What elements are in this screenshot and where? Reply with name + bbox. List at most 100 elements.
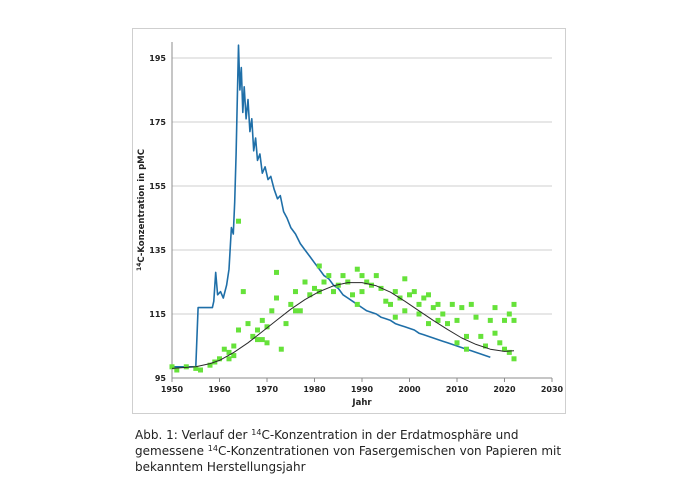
y-tick-label-95: 95 [155, 374, 167, 383]
x-tick-label-2000: 2000 [398, 385, 421, 394]
fit-line [171, 282, 515, 369]
tick-labels: 95 115 135 155 175 195 1950 1960 1970 1980 1990 200… [149, 54, 563, 394]
sample-point-83 [492, 305, 498, 311]
sample-point-51 [373, 273, 379, 279]
caption-isotope-2: 14 [207, 444, 218, 453]
sample-point-80 [478, 333, 484, 339]
sample-point-37 [316, 263, 322, 269]
sample-point-63 [416, 311, 422, 317]
sample-point-85 [497, 340, 503, 346]
sample-point-77 [464, 346, 469, 352]
sample-point-61 [411, 289, 417, 295]
sample-point-34 [307, 292, 313, 298]
sample-point-1 [174, 367, 180, 373]
y-tick-label-195: 195 [149, 54, 166, 63]
x-tick-label-2030: 2030 [541, 385, 564, 394]
x-tick-label-1970: 1970 [256, 385, 279, 394]
y-tick-label-115: 115 [149, 310, 166, 319]
y-axis-title: 14C-Konzentration in pMC [136, 149, 147, 271]
sample-point-59 [402, 308, 408, 314]
sample-point-10 [226, 356, 232, 362]
sample-point-62 [416, 301, 422, 307]
y-tick-label-155: 155 [149, 182, 166, 191]
y-tick-label-175: 175 [149, 118, 166, 127]
sample-point-26 [274, 295, 279, 301]
caption-isotope-1: 14 [251, 428, 262, 437]
sample-point-13 [236, 327, 241, 333]
sample-point-8 [221, 346, 227, 352]
sample-point-7 [217, 356, 222, 362]
sample-point-21 [259, 337, 265, 343]
sample-point-92 [511, 356, 517, 362]
sample-point-60 [407, 292, 412, 298]
sample-point-38 [321, 279, 327, 285]
sample-point-18 [255, 337, 260, 343]
sample-point-30 [293, 289, 298, 295]
sample-point-33 [302, 279, 308, 285]
sample-point-75 [459, 305, 465, 311]
x-tick-label-1960: 1960 [208, 385, 231, 394]
sample-point-2 [183, 364, 189, 370]
sample-point-48 [359, 289, 365, 295]
sample-point-72 [449, 301, 455, 307]
sample-point-81 [483, 343, 488, 349]
sample-point-42 [340, 273, 346, 279]
sample-point-29 [288, 301, 294, 307]
sample-point-49 [364, 279, 370, 285]
sample-point-45 [354, 266, 360, 272]
sample-point-28 [283, 321, 289, 327]
sample-point-55 [392, 289, 398, 295]
sample-point-17 [250, 333, 256, 339]
sample-point-76 [464, 333, 469, 339]
sample-point-79 [473, 314, 479, 320]
sample-point-31 [293, 308, 298, 314]
sample-point-58 [402, 276, 408, 282]
sample-point-56 [392, 314, 398, 320]
sample-point-5 [207, 362, 213, 368]
sample-point-67 [430, 305, 436, 311]
sample-point-88 [506, 311, 512, 317]
sample-point-54 [388, 301, 393, 307]
sample-point-71 [445, 321, 450, 327]
caption-prefix: Abb. 1: Verlauf der [135, 428, 252, 442]
sample-point-20 [259, 317, 265, 323]
sample-point-32 [297, 308, 303, 314]
sample-point-0 [169, 364, 175, 370]
sample-point-82 [487, 317, 493, 323]
x-tick-label-1990: 1990 [351, 385, 374, 394]
sample-point-22 [264, 324, 270, 330]
sample-point-40 [331, 289, 336, 295]
sample-point-24 [269, 308, 275, 314]
axes [171, 42, 552, 379]
sample-point-87 [502, 346, 507, 352]
sample-point-39 [326, 273, 332, 279]
x-tick-label-2010: 2010 [446, 385, 469, 394]
sample-point-89 [506, 349, 512, 355]
x-tick-label-1950: 1950 [161, 385, 184, 394]
sample-point-65 [426, 321, 431, 327]
sample-point-15 [240, 289, 246, 295]
data-series [169, 44, 517, 373]
y-axis-title-isotope: 14 [136, 263, 143, 271]
sample-point-70 [440, 311, 446, 317]
sample-point-68 [435, 317, 441, 323]
caption-rest: C-Konzentrationen von Fasergemischen von… [135, 444, 562, 474]
sample-point-16 [245, 321, 251, 327]
sample-point-53 [383, 298, 389, 304]
sample-point-84 [492, 330, 498, 336]
figure-caption: Abb. 1: Verlauf der 14C-Konzentration in… [135, 427, 575, 475]
sample-point-4 [198, 367, 203, 373]
sample-point-23 [264, 340, 270, 346]
sample-point-43 [345, 279, 351, 285]
sample-point-11 [231, 343, 237, 349]
sample-point-69 [435, 301, 441, 307]
y-tick-label-135: 135 [149, 246, 166, 255]
sample-point-27 [278, 346, 284, 352]
sample-point-35 [312, 285, 317, 291]
sample-point-25 [274, 269, 279, 275]
sample-point-46 [354, 301, 360, 307]
y-axis-title-text: C-Konzentration in pMC [137, 149, 147, 263]
chart: 95 115 135 155 175 195 1950 1960 1970 1980 1990 200… [136, 42, 564, 408]
sample-point-47 [359, 273, 365, 279]
sample-point-64 [421, 295, 427, 301]
